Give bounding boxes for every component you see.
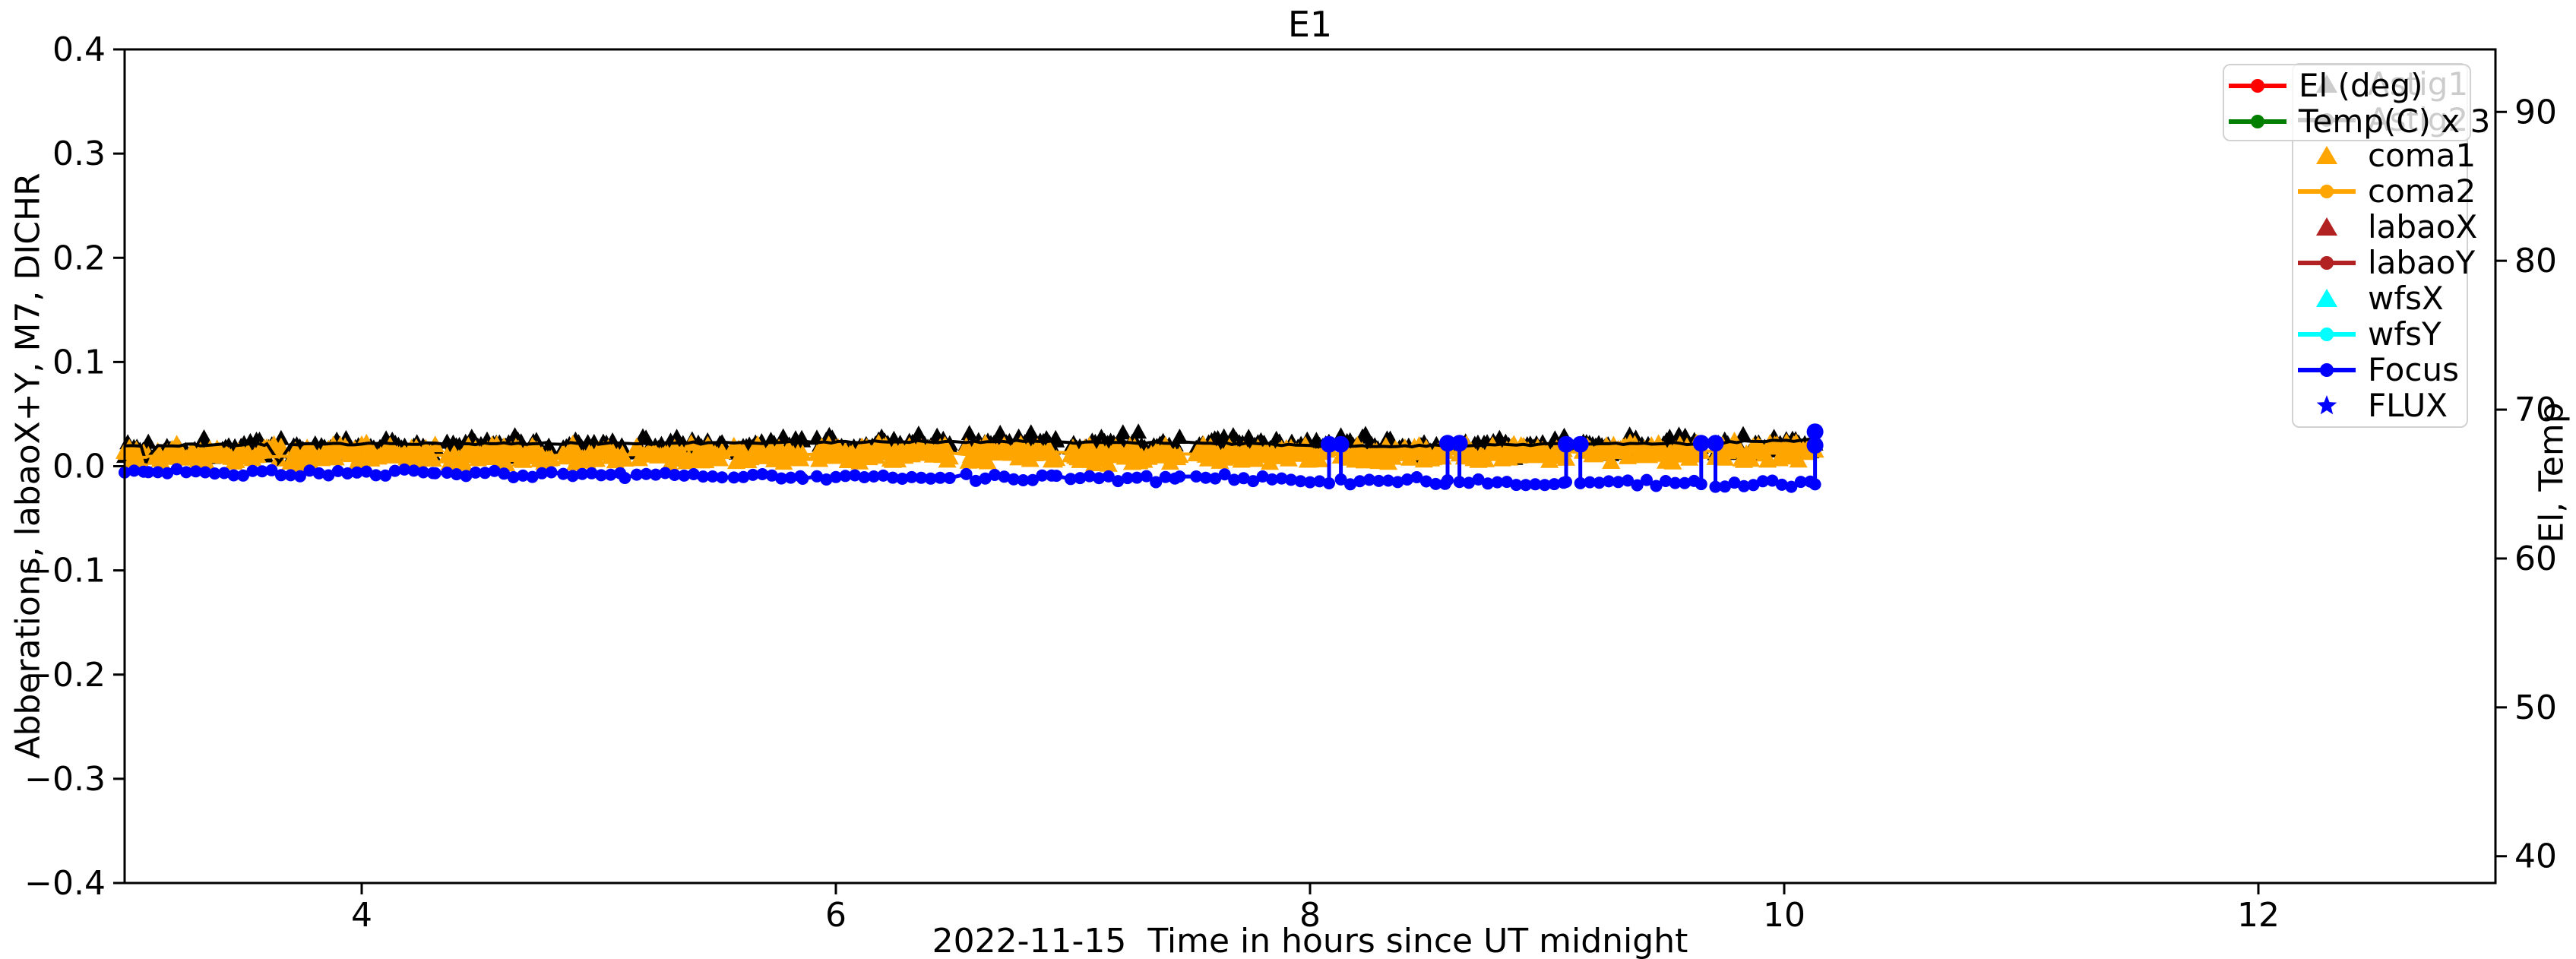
- y-tick-label-right: 70: [2514, 391, 2557, 429]
- y-tick-label-left: −0.2: [24, 656, 106, 695]
- y-tick-label-left: −0.4: [24, 864, 106, 903]
- x-tick-label: 10: [1763, 896, 1805, 935]
- legend-dot: [2320, 255, 2334, 270]
- legend-label: labaoX: [2368, 208, 2478, 245]
- series-coma1: [116, 432, 1824, 473]
- series-Focus-markers: [119, 423, 1824, 493]
- chart-title: E1: [1287, 4, 1333, 45]
- legend-star: [2316, 394, 2337, 414]
- triangle-icon: [2316, 217, 2337, 236]
- legend-overlay: El (deg) Temp(C) x 3: [2223, 64, 2490, 141]
- line-dot-icon: [2298, 255, 2356, 270]
- legend-item-coma1: coma1: [2293, 138, 2476, 173]
- legend-item-labaox: labaoX: [2293, 209, 2477, 245]
- y-axis-label-right: El, Temp: [2532, 402, 2571, 543]
- legend-item-flux: FLUX: [2293, 388, 2467, 423]
- triangle-icon: [2316, 288, 2337, 307]
- legend-label: Focus: [2368, 351, 2459, 388]
- legend-triangle: [2316, 145, 2337, 164]
- legend-item-coma2: coma2: [2293, 173, 2476, 209]
- x-axis-label: 2022-11-15 Time in hours since UT midnig…: [932, 922, 1688, 959]
- triangle-icon: [2316, 145, 2337, 164]
- line-dot-icon: [2298, 184, 2356, 198]
- y-tick-label-left: 0.3: [52, 135, 106, 173]
- y-tick-label-left: 0.0: [52, 448, 106, 486]
- line-dot-icon: [2298, 362, 2356, 377]
- legend-item-el-deg-: El (deg): [2224, 68, 2470, 103]
- y-tick-label-left: −0.3: [24, 760, 106, 799]
- star-icon: [2316, 394, 2337, 414]
- legend-dot: [2320, 362, 2334, 377]
- legend-dot: [2320, 184, 2334, 198]
- y-tick-label-left: 0.1: [52, 343, 106, 381]
- series-coma2: [124, 448, 1815, 460]
- y-tick-label-left: 0.4: [52, 30, 106, 69]
- y-tick-label-right: 90: [2514, 93, 2557, 131]
- line-dot-icon: [2229, 78, 2286, 93]
- x-tick-label: 12: [2237, 896, 2280, 935]
- series-Astig2: [124, 437, 1815, 467]
- y-axis-label-left: Abberations, labaoX+Y, M7, DICHR: [8, 172, 48, 759]
- x-tick-label: 6: [825, 896, 847, 935]
- y-tick-label-right: 50: [2514, 688, 2557, 727]
- legend-dot: [2251, 78, 2264, 93]
- legend-label: FLUX: [2368, 387, 2448, 424]
- legend-label: wfsX: [2368, 280, 2444, 317]
- legend-label: coma1: [2368, 137, 2476, 174]
- x-tick-label: 8: [1299, 896, 1321, 935]
- legend-item-temp-c-x-3: Temp(C) x 3: [2224, 103, 2490, 139]
- x-tick-label: 4: [351, 896, 372, 935]
- legend-item-labaoy: labaoY: [2293, 245, 2475, 280]
- legend-label: wfsY: [2368, 315, 2442, 353]
- line-dot-icon: [2229, 114, 2286, 128]
- y-tick-label-left: 0.2: [52, 239, 106, 277]
- y-tick-label-right: 80: [2514, 242, 2557, 280]
- legend-item-focus: Focus: [2293, 352, 2467, 388]
- legend-item-wfsx: wfsX: [2293, 280, 2467, 316]
- y-tick-label-left: −0.1: [24, 552, 106, 590]
- legend-triangle: [2316, 288, 2337, 307]
- legend-triangle: [2316, 217, 2337, 236]
- line-dot-icon: [2298, 327, 2356, 341]
- legend-label: Temp(C) x 3: [2299, 103, 2491, 140]
- y-tick-label-right: 40: [2514, 837, 2557, 876]
- y-tick-label-right: 60: [2514, 540, 2557, 578]
- legend-item-wfsy: wfsY: [2293, 316, 2467, 352]
- legend-label: coma2: [2368, 172, 2476, 210]
- legend-label: labaoY: [2368, 244, 2476, 281]
- legend-dot: [2320, 327, 2334, 341]
- legend-dot: [2251, 114, 2264, 128]
- legend-label: El (deg): [2299, 67, 2423, 104]
